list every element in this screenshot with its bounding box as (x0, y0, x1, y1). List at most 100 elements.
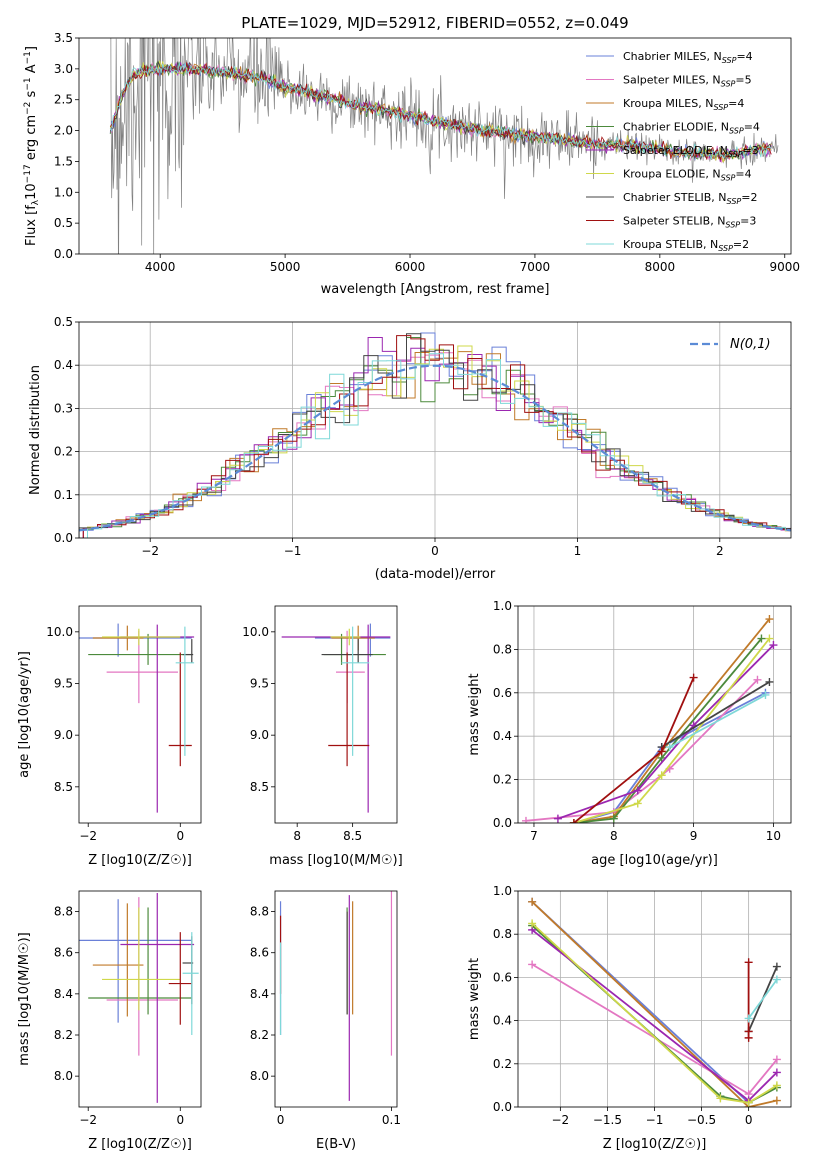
x-tick-label: −2 (552, 1113, 570, 1127)
error-bar-point (79, 623, 192, 657)
y-tick-label: 8.5 (54, 780, 73, 794)
y-tick-label: 0.6 (493, 970, 512, 984)
mass-weight-line (531, 901, 778, 1107)
y-axis-label: mass weight (467, 673, 482, 755)
y-axis-label: mass [log10(M/M☉)] (17, 932, 32, 1065)
legend-entry: Salpeter ELODIE, NSSP=3 (623, 144, 759, 159)
x-axis-label: Z [log10(Z/Z☉)] (88, 1137, 192, 1152)
marker (657, 771, 666, 780)
y-tick-label: 0.2 (493, 773, 512, 787)
marker (609, 814, 618, 823)
error-bar-point (182, 932, 199, 1035)
error-bar-point (88, 633, 192, 665)
histogram-series (82, 335, 791, 538)
legend-entry: Kroupa MILES, NSSP=4 (623, 97, 744, 112)
y-axis-label: Flux [fλ10−17 erg cm−2 s−1 A−1] (23, 46, 41, 246)
plot-area (79, 623, 195, 813)
panel-3: 8 8.5 8.5 9.0 9.5 10.0 mass [log10(M/M☉)] (242, 605, 403, 868)
y-tick-label: 8.2 (54, 1028, 73, 1042)
marker (744, 1033, 753, 1042)
marker (772, 962, 781, 971)
panel-0: 4000 5000 6000 7000 8000 9000 0.0 0.5 1.0 1.5 2.0 2… (23, 31, 800, 297)
marker (769, 641, 778, 650)
error-bar-point (120, 624, 195, 813)
x-tick-label: −2 (79, 1113, 97, 1127)
marker (765, 677, 774, 686)
y-tick-label: 0.6 (493, 686, 512, 700)
mass-weight-line (573, 637, 763, 823)
marker (765, 634, 774, 643)
y-tick-label: 8.6 (250, 946, 269, 960)
y-tick-label: 1.0 (54, 185, 73, 199)
y-tick-label: 2.0 (54, 124, 73, 138)
marker (772, 975, 781, 984)
legend-entry: Kroupa STELIB, NSSP=2 (623, 238, 749, 253)
mass-weight-line (531, 922, 778, 1104)
y-tick-label: 8.2 (250, 1028, 269, 1042)
y-tick-label: 0.3 (54, 401, 73, 415)
x-axis-label: (data-model)/error (375, 567, 496, 582)
legend-entry: Salpeter MILES, NSSP=5 (623, 74, 752, 89)
y-tick-label: 3.0 (54, 62, 73, 76)
mass-weight-line (557, 644, 775, 820)
marker (528, 919, 537, 928)
error-bar-point (106, 897, 178, 1056)
marker (772, 1055, 781, 1064)
marker (753, 675, 762, 684)
y-tick-label: 0.8 (493, 642, 512, 656)
marker (521, 816, 530, 823)
histogram-series (82, 337, 791, 538)
marker (665, 743, 674, 752)
mass-weight-line (747, 979, 778, 1019)
panel-7: −2 −1.5 −1 −0.5 0 0.0 0.2 0.4 0.6 0.8 1.0 Z [log10(… (467, 884, 792, 1152)
plot-area (109, 38, 779, 254)
mass-weight-line (661, 681, 770, 748)
x-tick-label: 6000 (395, 260, 426, 274)
x-tick-label: 8 (293, 829, 301, 843)
axes-frame (517, 890, 792, 1108)
y-tick-label: 0.1 (54, 488, 73, 502)
y-tick-label: 8.4 (250, 987, 269, 1001)
marker (633, 799, 642, 808)
x-tick-label: 8000 (645, 260, 676, 274)
marker (716, 1094, 725, 1103)
marker (633, 786, 642, 795)
legend-entry: Chabrier ELODIE, NSSP=4 (623, 121, 760, 136)
marker (657, 747, 666, 756)
y-tick-label: 8.0 (54, 1069, 73, 1083)
histogram-series (79, 333, 791, 538)
y-axis-label: age [log10(age/yr)] (17, 651, 32, 778)
marker (744, 958, 753, 967)
error-bar-point (120, 893, 195, 1103)
y-tick-label: 0.0 (493, 816, 512, 830)
y-tick-label: 10.0 (242, 625, 269, 639)
error-bar-point (92, 625, 144, 651)
error-bar-point (168, 652, 192, 767)
marker (772, 1068, 781, 1077)
x-tick-label: 10 (766, 829, 781, 843)
x-axis-label: Z [log10(Z/Z☉)] (88, 853, 192, 868)
x-tick-label: −1 (284, 544, 302, 558)
y-tick-label: 8.5 (250, 780, 269, 794)
axes-frame (274, 890, 398, 1108)
observed-spectrum (110, 38, 779, 254)
x-tick-label: −2 (79, 829, 97, 843)
y-tick-label: 10.0 (46, 625, 73, 639)
marker (689, 673, 698, 682)
error-bar-point (102, 907, 181, 1011)
y-tick-label: 0.0 (54, 531, 73, 545)
x-axis-label: age [log10(age/yr)] (591, 853, 718, 868)
y-tick-label: 8.6 (54, 946, 73, 960)
mass-weight-line (573, 677, 695, 823)
y-tick-label: 0.8 (493, 927, 512, 941)
model-spectrum (109, 62, 772, 160)
x-tick-label: 0 (277, 1113, 285, 1127)
x-tick-label: 7000 (520, 260, 551, 274)
histogram-series (87, 345, 791, 538)
marker (772, 1096, 781, 1105)
x-tick-label: 9000 (769, 260, 800, 274)
error-bar-point (168, 932, 192, 1025)
y-tick-label: 0.0 (493, 1100, 512, 1114)
error-bar-point (330, 628, 361, 646)
